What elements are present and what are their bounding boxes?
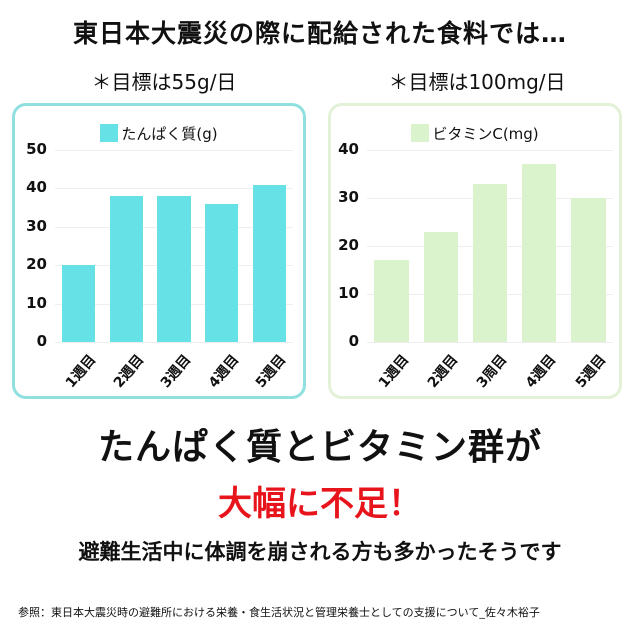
y-tick-label: 30	[338, 188, 359, 206]
x-tick-label: 5週目	[253, 351, 290, 392]
vitamin-c-target-label: ＊目標は100mg/日	[388, 70, 566, 94]
gridline	[367, 150, 613, 151]
gridline	[55, 188, 293, 190]
x-tick-label: 4週目	[523, 351, 560, 392]
subtext: 避難生活中に体調を崩される方も多かったそうです	[78, 540, 562, 564]
y-tick-label: 0	[348, 332, 359, 350]
protein-legend-label: たんぱく質(g)	[121, 125, 218, 143]
x-tick-label: 3週目	[158, 351, 195, 392]
x-tick-label: 5週目	[572, 351, 609, 392]
x-tick-label: 2週目	[110, 351, 147, 392]
y-tick-label: 30	[26, 216, 47, 235]
headline: たんぱく質とビタミン群が	[97, 427, 542, 468]
x-tick-label: 1週目	[62, 351, 100, 392]
y-tick-label: 40	[338, 140, 359, 158]
protein-target-label: ＊目標は55g/日	[91, 70, 237, 94]
vitamin-c-plot-area: 0 10 20 30 40 1週目 2週目 3周目 4週目 5週目	[338, 140, 613, 391]
protein-bar	[62, 265, 96, 342]
y-tick-label: 10	[338, 284, 359, 302]
protein-bar	[157, 196, 191, 342]
vitamin-c-bar	[423, 231, 459, 342]
y-tick-label: 20	[26, 255, 47, 274]
y-tick-label: 40	[26, 178, 47, 197]
gridline	[55, 342, 293, 343]
protein-bar	[109, 196, 144, 342]
y-tick-label: 0	[36, 332, 47, 350]
vitamin-c-legend: ビタミンC(mg)	[331, 123, 619, 144]
page-title: 東日本大震災の際に配給された食料では…	[72, 19, 567, 48]
x-tick-label: 4週目	[205, 351, 243, 392]
protein-legend-swatch	[100, 124, 119, 142]
x-tick-label: 3周目	[474, 351, 511, 392]
y-tick-label: 10	[26, 293, 47, 312]
protein-bar	[252, 184, 286, 342]
vitamin-c-chart-panel: ビタミンC(mg) 0 10 20 30 40 1週目 2週目 3周目 4週目 5週目	[328, 103, 622, 399]
vitamin-c-bar	[521, 164, 557, 342]
gridline	[55, 150, 293, 151]
vitamin-c-bar	[571, 198, 606, 342]
protein-plot-area: 0 10 20 30 40 50 1週目 2週目 3週目 4週目 5週目	[26, 140, 293, 391]
protein-legend: たんぱく質(g)	[15, 123, 303, 144]
vitamin-c-bar	[374, 260, 409, 342]
protein-chart-panel: たんぱく質(g) 0 10 20 30 40 50 1週目 2週目 3週目 4週目 5週目	[12, 103, 306, 399]
reference-note: 参照：東日本大震災時の避難所における栄養・食生活状況と管理栄養士としての支援につ…	[18, 606, 540, 619]
x-tick-label: 1週目	[375, 351, 413, 392]
y-tick-label: 20	[338, 236, 359, 254]
vitamin-c-legend-swatch	[411, 124, 430, 142]
y-tick-label: 50	[26, 140, 47, 158]
gridline	[367, 342, 613, 343]
vitamin-c-legend-label: ビタミンC(mg)	[432, 125, 539, 143]
alert-text: 大幅に不足！	[218, 484, 422, 524]
x-tick-label: 2週目	[424, 351, 462, 392]
protein-bar	[204, 203, 239, 342]
vitamin-c-bar	[472, 183, 508, 342]
